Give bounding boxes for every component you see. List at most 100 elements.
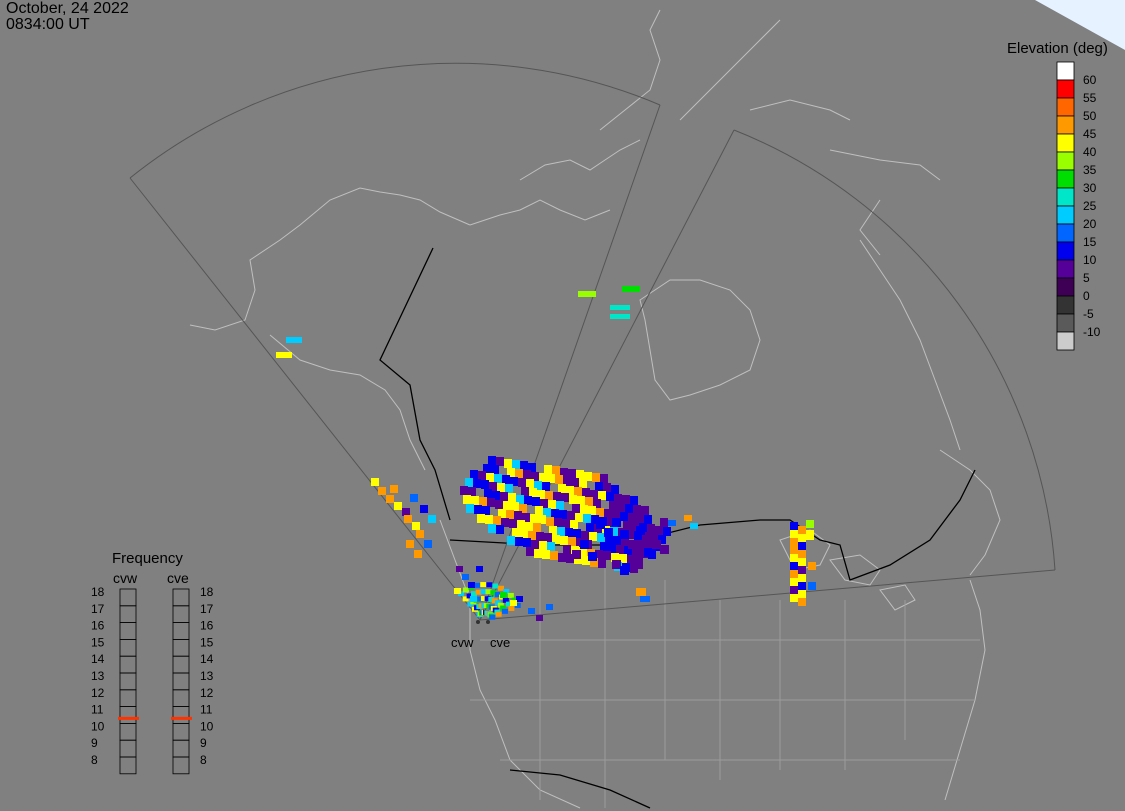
- echo-cell: [508, 605, 515, 611]
- echo-cell: [477, 514, 485, 523]
- echo-cell: [458, 591, 465, 597]
- echo-cell: [485, 589, 492, 595]
- freq-scale-cell: [172, 739, 190, 758]
- freq-scale-label: 18: [200, 585, 214, 599]
- echo-cell: [483, 464, 491, 473]
- colorbar-swatch: [1056, 295, 1075, 315]
- echo-cell: [488, 596, 495, 602]
- echo-cell: [641, 506, 649, 515]
- echo-cell: [798, 582, 806, 590]
- echo-cell: [534, 549, 542, 558]
- echo-cell: [604, 509, 612, 518]
- echo-cell: [462, 574, 469, 580]
- echo-cell: [631, 522, 639, 531]
- echo-cell: [546, 604, 553, 610]
- echo-cell: [456, 566, 463, 572]
- echo-cell: [790, 570, 798, 578]
- echo-cell: [690, 523, 698, 529]
- state-borders: [470, 560, 980, 808]
- echo-cell: [480, 589, 487, 595]
- colorbar-swatch: [1056, 259, 1075, 279]
- echo-cell: [588, 552, 597, 561]
- echo-cell: [471, 496, 479, 505]
- echo-cell: [633, 505, 641, 514]
- freq-scale-label: 13: [200, 669, 214, 683]
- echo-cell: [790, 578, 798, 586]
- echo-cell: [394, 502, 402, 510]
- echo-cell: [470, 470, 478, 479]
- echo-cell: [562, 519, 570, 528]
- echo-cell: [515, 537, 523, 546]
- echo-cell: [481, 480, 489, 489]
- echo-cell: [542, 482, 550, 491]
- echo-cell: [495, 611, 502, 617]
- echo-cell: [569, 495, 577, 504]
- freq-scale-label: 12: [200, 686, 214, 700]
- echo-cell: [386, 495, 394, 503]
- freq-scale-label: 17: [200, 602, 214, 616]
- echo-cell: [500, 605, 507, 611]
- freq-scale-label: 12: [91, 686, 105, 700]
- colorbar-tick-label: -10: [1083, 325, 1101, 339]
- echo-cell: [574, 555, 582, 564]
- echo-cell: [563, 477, 571, 486]
- echo-cell: [616, 545, 624, 554]
- echo-cell: [647, 524, 655, 533]
- corner-ice: [1035, 0, 1125, 50]
- echo-cell: [558, 484, 566, 493]
- echo-cell: [529, 488, 537, 497]
- freq-scale-cell: [119, 756, 137, 775]
- echo-cell: [412, 522, 420, 530]
- echo-cell: [525, 522, 533, 531]
- echo-cell: [539, 473, 547, 482]
- echo-cell: [574, 487, 582, 496]
- echo-cell: [566, 554, 574, 563]
- echo-cell: [600, 542, 608, 551]
- echo-cell: [506, 510, 514, 519]
- echo-cell: [597, 533, 605, 542]
- echo-cell: [510, 600, 517, 606]
- echo-cell: [514, 511, 522, 520]
- echo-cell: [524, 496, 532, 505]
- echo-cell: [625, 504, 633, 513]
- echo-cell: [547, 474, 555, 483]
- colorbar-tick-label: -5: [1083, 307, 1094, 321]
- echo-cell: [610, 314, 630, 319]
- echo-cell: [519, 504, 527, 513]
- echo-cell: [644, 548, 653, 557]
- echo-cell: [578, 291, 596, 297]
- echo-cell: [493, 516, 501, 525]
- echo-cell: [600, 474, 608, 483]
- echo-cell: [410, 494, 418, 502]
- echo-cell: [549, 526, 557, 535]
- echo-cell: [479, 497, 487, 506]
- echo-cell: [476, 566, 483, 572]
- echo-cell: [552, 535, 560, 544]
- echo-cell: [501, 518, 509, 527]
- echo-cell: [808, 562, 816, 570]
- echo-cell: [611, 553, 619, 562]
- echo-cell: [612, 560, 621, 569]
- freq-scale-label: 16: [200, 619, 214, 633]
- colorbar-tick-label: 15: [1083, 235, 1097, 249]
- freq-scale-label: 16: [91, 619, 105, 633]
- echo-cell: [572, 504, 580, 513]
- echo-cell: [488, 524, 496, 533]
- backscatter-cells: [276, 286, 816, 621]
- echo-cell: [591, 515, 599, 524]
- frequency-title: Frequency: [112, 550, 183, 567]
- echo-cell: [603, 483, 611, 492]
- echo-cell: [590, 490, 598, 499]
- freq-scale-cell: [172, 588, 190, 607]
- echo-cell: [637, 540, 645, 549]
- echo-cell: [798, 542, 806, 550]
- freq-scale-label: 10: [91, 719, 105, 733]
- echo-cell: [595, 550, 603, 559]
- echo-cell: [526, 547, 534, 556]
- echo-cell: [604, 528, 613, 537]
- echo-cell: [468, 487, 476, 496]
- colorbar-tick-label: 20: [1083, 217, 1097, 231]
- echo-cell: [595, 482, 603, 491]
- echo-cell: [555, 475, 563, 484]
